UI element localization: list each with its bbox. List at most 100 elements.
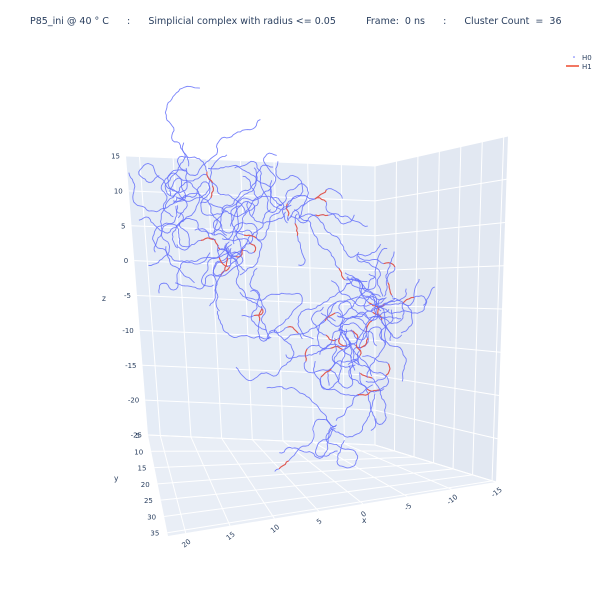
h0-chain [171, 181, 201, 249]
h1-edge [287, 325, 299, 334]
h0-chain [177, 154, 228, 202]
y-gridline [160, 146, 462, 501]
y-tick-label: 25 [144, 497, 153, 505]
h0-chain [249, 268, 267, 331]
y-tick-label: 30 [147, 513, 156, 521]
y-gridline [154, 156, 419, 469]
z-tick-label: -5 [124, 292, 131, 300]
h1-edge [316, 189, 327, 199]
h0-chain [164, 85, 200, 167]
x-tick-label: -10 [445, 493, 459, 506]
h0-chain [175, 248, 229, 290]
z-tick-label: 15 [111, 153, 120, 161]
h1-edge [285, 203, 290, 216]
h0-chain [215, 251, 238, 312]
y-gridline [167, 136, 505, 534]
h0-chain [235, 329, 295, 382]
h1-edge [243, 234, 257, 239]
h0-chain [172, 181, 227, 216]
h1-edge [320, 368, 332, 378]
h0-chain [346, 279, 377, 311]
h0-chain [279, 424, 338, 459]
h0-chain [325, 428, 359, 469]
h1-edge [324, 312, 336, 321]
h0-chain [250, 289, 270, 340]
h1-edge [200, 237, 214, 242]
h0-chain [225, 209, 271, 258]
h0-chain [194, 228, 257, 254]
z-tick-label: -20 [128, 397, 139, 405]
h0-chain [319, 358, 373, 397]
h1-edge [357, 392, 371, 396]
y-axis-label: y [114, 474, 119, 483]
legend-label-h1: H1 [582, 63, 592, 71]
h1-edge [258, 308, 263, 321]
h0-chain [269, 180, 309, 220]
floor-plane [148, 435, 496, 536]
h0-chain [138, 205, 184, 234]
h0-chain [392, 297, 413, 334]
h0-chain [314, 429, 338, 457]
h0-chain [246, 201, 286, 224]
y-gridline [147, 166, 376, 446]
h0-chain [336, 247, 388, 318]
y-gridline [151, 161, 397, 452]
h0-chain [234, 160, 283, 213]
title-sample: P85_ini @ 40 ° C [30, 16, 109, 27]
z-tick-label: 0 [124, 257, 128, 265]
h1-edge [206, 171, 214, 183]
h1-edge [360, 372, 373, 379]
h0-chain [200, 247, 232, 287]
x-tick-label: 5 [315, 517, 323, 526]
title-frame: Frame: 0 ns [366, 16, 425, 27]
h1-edge [385, 363, 391, 376]
h0-chain [208, 195, 288, 224]
h0-chain [350, 277, 379, 310]
title-separator: : [127, 16, 131, 27]
h1-edge [387, 282, 393, 296]
h1-edge [314, 197, 327, 203]
z-tick-label: 5 [121, 222, 125, 230]
h0-chain [378, 295, 427, 324]
z-tick-label: -10 [122, 327, 133, 335]
data-layer [128, 85, 435, 472]
legend-marker-h0 [573, 56, 575, 58]
h0-chain [138, 162, 188, 193]
h0-chain [165, 246, 211, 265]
h0-chain [128, 172, 178, 213]
x-tick-label: -5 [403, 502, 413, 513]
legend-label-h0: H0 [582, 54, 592, 62]
h0-chain [340, 297, 396, 325]
y-tick-label: 35 [150, 530, 159, 538]
h0-chain [212, 241, 246, 277]
h0-chain [335, 388, 385, 421]
h1-edge [294, 223, 299, 236]
legend-item-h0[interactable]: H0 [573, 54, 592, 62]
legend[interactable]: H0 H1 [566, 54, 592, 71]
h0-chain [207, 164, 281, 211]
h1-edge [360, 337, 369, 349]
h0-chain [379, 309, 407, 382]
title-cluster-count: Cluster Count = 36 [464, 16, 562, 27]
h0-chain [167, 169, 188, 219]
h1-edge [278, 460, 289, 470]
legend-item-h1[interactable]: H1 [566, 63, 592, 71]
h0-chain [211, 164, 274, 235]
h1-edge [249, 242, 257, 253]
h0-chain [266, 386, 336, 428]
gridlines [125, 135, 509, 534]
h0-chain [152, 205, 195, 284]
h1-edge [224, 257, 228, 271]
z-tick-label: -25 [131, 432, 142, 440]
h1-edge [212, 238, 221, 250]
h1-edge [338, 338, 347, 347]
h0-chain [285, 329, 356, 371]
z-tick-label: 10 [114, 187, 123, 195]
h0-chain [347, 273, 377, 290]
h0-chain [348, 359, 390, 392]
y-gridline [164, 141, 483, 517]
x-tick-label: 20 [181, 538, 193, 550]
h1-edge [350, 330, 359, 340]
h0-chain [359, 372, 377, 431]
